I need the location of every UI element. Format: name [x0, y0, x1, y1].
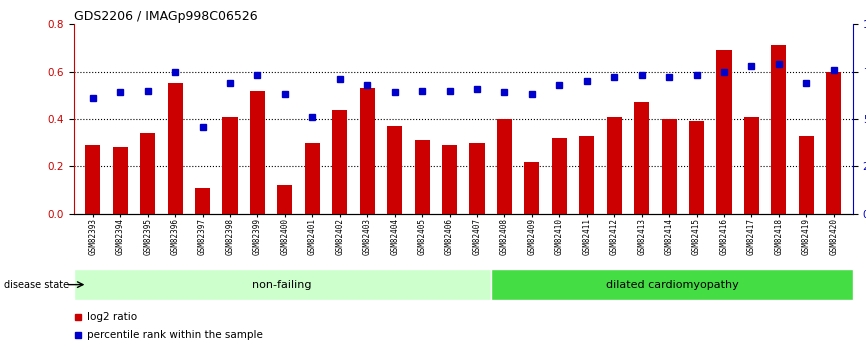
- Bar: [634, 102, 650, 214]
- Bar: [277, 186, 293, 214]
- Text: disease state: disease state: [4, 280, 69, 289]
- Bar: [85, 145, 100, 214]
- Bar: [415, 140, 430, 214]
- Bar: [442, 145, 457, 214]
- Bar: [223, 117, 237, 214]
- Bar: [552, 138, 567, 214]
- Bar: [525, 162, 540, 214]
- Text: log2 ratio: log2 ratio: [87, 313, 138, 322]
- Bar: [195, 188, 210, 214]
- Bar: [113, 148, 128, 214]
- Bar: [772, 46, 786, 214]
- Bar: [497, 119, 512, 214]
- Bar: [250, 90, 265, 214]
- Bar: [140, 133, 155, 214]
- Text: GDS2206 / IMAGp998C06526: GDS2206 / IMAGp998C06526: [74, 10, 257, 23]
- Bar: [74, 269, 491, 300]
- Text: dilated cardiomyopathy: dilated cardiomyopathy: [605, 280, 738, 289]
- Bar: [387, 126, 402, 214]
- Text: non-failing: non-failing: [252, 280, 312, 289]
- Bar: [744, 117, 759, 214]
- Bar: [469, 143, 485, 214]
- Bar: [826, 71, 842, 214]
- Bar: [333, 110, 347, 214]
- Bar: [716, 50, 732, 214]
- Bar: [359, 88, 375, 214]
- Bar: [607, 117, 622, 214]
- Bar: [689, 121, 704, 214]
- Text: percentile rank within the sample: percentile rank within the sample: [87, 330, 263, 339]
- Bar: [579, 136, 594, 214]
- Bar: [662, 119, 676, 214]
- Bar: [798, 136, 814, 214]
- Bar: [305, 143, 320, 214]
- Bar: [168, 83, 183, 214]
- Bar: [491, 269, 853, 300]
